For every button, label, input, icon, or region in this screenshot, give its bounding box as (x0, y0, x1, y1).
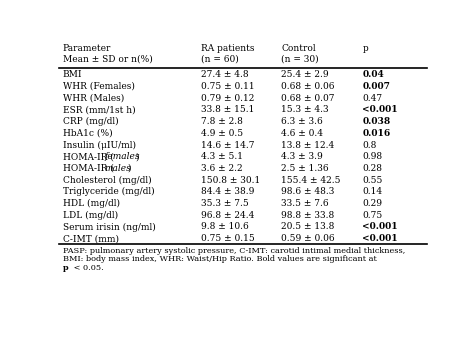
Text: HDL (mg/dl): HDL (mg/dl) (63, 199, 120, 208)
Text: 3.6 ± 2.2: 3.6 ± 2.2 (201, 164, 242, 173)
Text: 0.75: 0.75 (362, 211, 383, 220)
Text: 35.3 ± 7.5: 35.3 ± 7.5 (201, 199, 248, 208)
Text: 155.4 ± 42.5: 155.4 ± 42.5 (282, 176, 341, 185)
Text: 0.98: 0.98 (362, 152, 383, 161)
Text: <0.001: <0.001 (362, 234, 398, 243)
Text: 0.038: 0.038 (362, 117, 391, 126)
Text: RA patients
(n = 60): RA patients (n = 60) (201, 44, 254, 64)
Text: Cholesterol (mg/dl): Cholesterol (mg/dl) (63, 176, 152, 185)
Text: 9.8 ± 10.6: 9.8 ± 10.6 (201, 222, 248, 232)
Text: BMI: BMI (63, 70, 82, 79)
Text: 2.5 ± 1.36: 2.5 ± 1.36 (282, 164, 329, 173)
Text: 0.75 ± 0.15: 0.75 ± 0.15 (201, 234, 255, 243)
Text: 0.28: 0.28 (362, 164, 383, 173)
Text: 98.8 ± 33.8: 98.8 ± 33.8 (282, 211, 335, 220)
Text: WHR (Females): WHR (Females) (63, 82, 135, 91)
Text: HOMA-IR (: HOMA-IR ( (63, 164, 114, 173)
Text: 20.5 ± 13.8: 20.5 ± 13.8 (282, 222, 335, 232)
Text: 25.4 ± 2.9: 25.4 ± 2.9 (282, 70, 329, 79)
Text: 4.3 ± 3.9: 4.3 ± 3.9 (282, 152, 323, 161)
Text: 0.29: 0.29 (362, 199, 383, 208)
Text: 84.4 ± 38.9: 84.4 ± 38.9 (201, 187, 254, 196)
Text: 0.007: 0.007 (362, 82, 390, 91)
Text: 15.3 ± 4.3: 15.3 ± 4.3 (282, 105, 329, 114)
Text: 0.68 ± 0.06: 0.68 ± 0.06 (282, 82, 335, 91)
Text: males: males (104, 164, 131, 173)
Text: 4.3 ± 5.1: 4.3 ± 5.1 (201, 152, 243, 161)
Text: 33.8 ± 15.1: 33.8 ± 15.1 (201, 105, 254, 114)
Text: p: p (63, 264, 69, 272)
Text: C-IMT (mm): C-IMT (mm) (63, 234, 119, 243)
Text: 4.9 ± 0.5: 4.9 ± 0.5 (201, 129, 243, 138)
Text: ): ) (136, 152, 139, 161)
Text: LDL (mg/dl): LDL (mg/dl) (63, 211, 118, 220)
Text: 7.8 ± 2.8: 7.8 ± 2.8 (201, 117, 243, 126)
Text: Control
(n = 30): Control (n = 30) (282, 44, 319, 64)
Text: 0.55: 0.55 (362, 176, 383, 185)
Text: 0.79 ± 0.12: 0.79 ± 0.12 (201, 94, 254, 103)
Text: 0.47: 0.47 (362, 94, 383, 103)
Text: WHR (Males): WHR (Males) (63, 94, 124, 103)
Text: 96.8 ± 24.4: 96.8 ± 24.4 (201, 211, 254, 220)
Text: CRP (mg/dl): CRP (mg/dl) (63, 117, 118, 126)
Text: < 0.05.: < 0.05. (71, 264, 103, 272)
Text: 4.6 ± 0.4: 4.6 ± 0.4 (282, 129, 323, 138)
Text: 0.68 ± 0.07: 0.68 ± 0.07 (282, 94, 335, 103)
Text: ESR (mm/1st h): ESR (mm/1st h) (63, 105, 136, 114)
Text: females: females (104, 152, 139, 161)
Text: 150.8 ± 30.1: 150.8 ± 30.1 (201, 176, 260, 185)
Text: PASP: pulmonary artery systolic pressure, C-IMT: carotid intimal medial thicknes: PASP: pulmonary artery systolic pressure… (63, 247, 405, 255)
Text: HbA1c (%): HbA1c (%) (63, 129, 112, 138)
Text: 0.016: 0.016 (362, 129, 391, 138)
Text: 0.8: 0.8 (362, 141, 377, 149)
Text: 0.59 ± 0.06: 0.59 ± 0.06 (282, 234, 335, 243)
Text: 6.3 ± 3.6: 6.3 ± 3.6 (282, 117, 323, 126)
Text: 0.04: 0.04 (362, 70, 384, 79)
Text: p: p (362, 44, 368, 53)
Text: BMI: body mass index, WHR: Waist/Hip Ratio. Bold values are significant at: BMI: body mass index, WHR: Waist/Hip Rat… (63, 256, 377, 263)
Text: Serum irisin (ng/ml): Serum irisin (ng/ml) (63, 222, 155, 232)
Text: <0.001: <0.001 (362, 222, 398, 232)
Text: Insulin (μIU/ml): Insulin (μIU/ml) (63, 141, 136, 150)
Text: 33.5 ± 7.6: 33.5 ± 7.6 (282, 199, 329, 208)
Text: Parameter
Mean ± SD or n(%): Parameter Mean ± SD or n(%) (63, 44, 153, 64)
Text: 0.75 ± 0.11: 0.75 ± 0.11 (201, 82, 255, 91)
Text: 14.6 ± 14.7: 14.6 ± 14.7 (201, 141, 254, 149)
Text: 13.8 ± 12.4: 13.8 ± 12.4 (282, 141, 335, 149)
Text: ): ) (128, 164, 131, 173)
Text: HOMA-IR (: HOMA-IR ( (63, 152, 114, 161)
Text: <0.001: <0.001 (362, 105, 398, 114)
Text: Triglyceride (mg/dl): Triglyceride (mg/dl) (63, 187, 155, 196)
Text: 27.4 ± 4.8: 27.4 ± 4.8 (201, 70, 248, 79)
Text: 98.6 ± 48.3: 98.6 ± 48.3 (282, 187, 335, 196)
Text: 0.14: 0.14 (362, 187, 383, 196)
